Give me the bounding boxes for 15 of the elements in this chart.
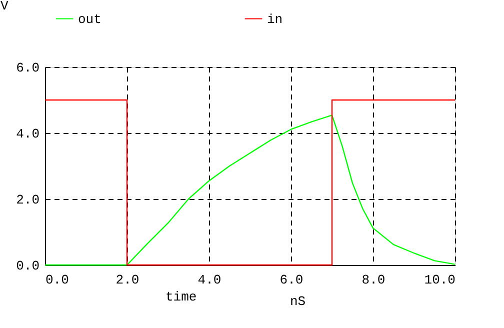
text: nS <box>290 294 306 309</box>
y-tick-label: 6.0 <box>16 60 40 76</box>
x-tick-label: 6.0 <box>280 272 304 288</box>
y-tick-label: 4.0 <box>16 126 40 142</box>
x-axis-title: time <box>166 290 197 304</box>
legend-label: in <box>267 12 283 27</box>
y-axis-title: V <box>0 0 8 14</box>
x-tick-label: 10.0 <box>424 272 456 288</box>
x-tick-label: 8.0 <box>362 272 386 288</box>
legend-label: out <box>78 12 102 27</box>
y-tick-label: 0.0 <box>16 258 40 274</box>
x-tick-label: 4.0 <box>198 272 222 288</box>
y-tick-label: 2.0 <box>16 192 40 208</box>
x-tick-label: 2.0 <box>116 272 140 288</box>
x-tick-label: 0.0 <box>46 272 69 288</box>
